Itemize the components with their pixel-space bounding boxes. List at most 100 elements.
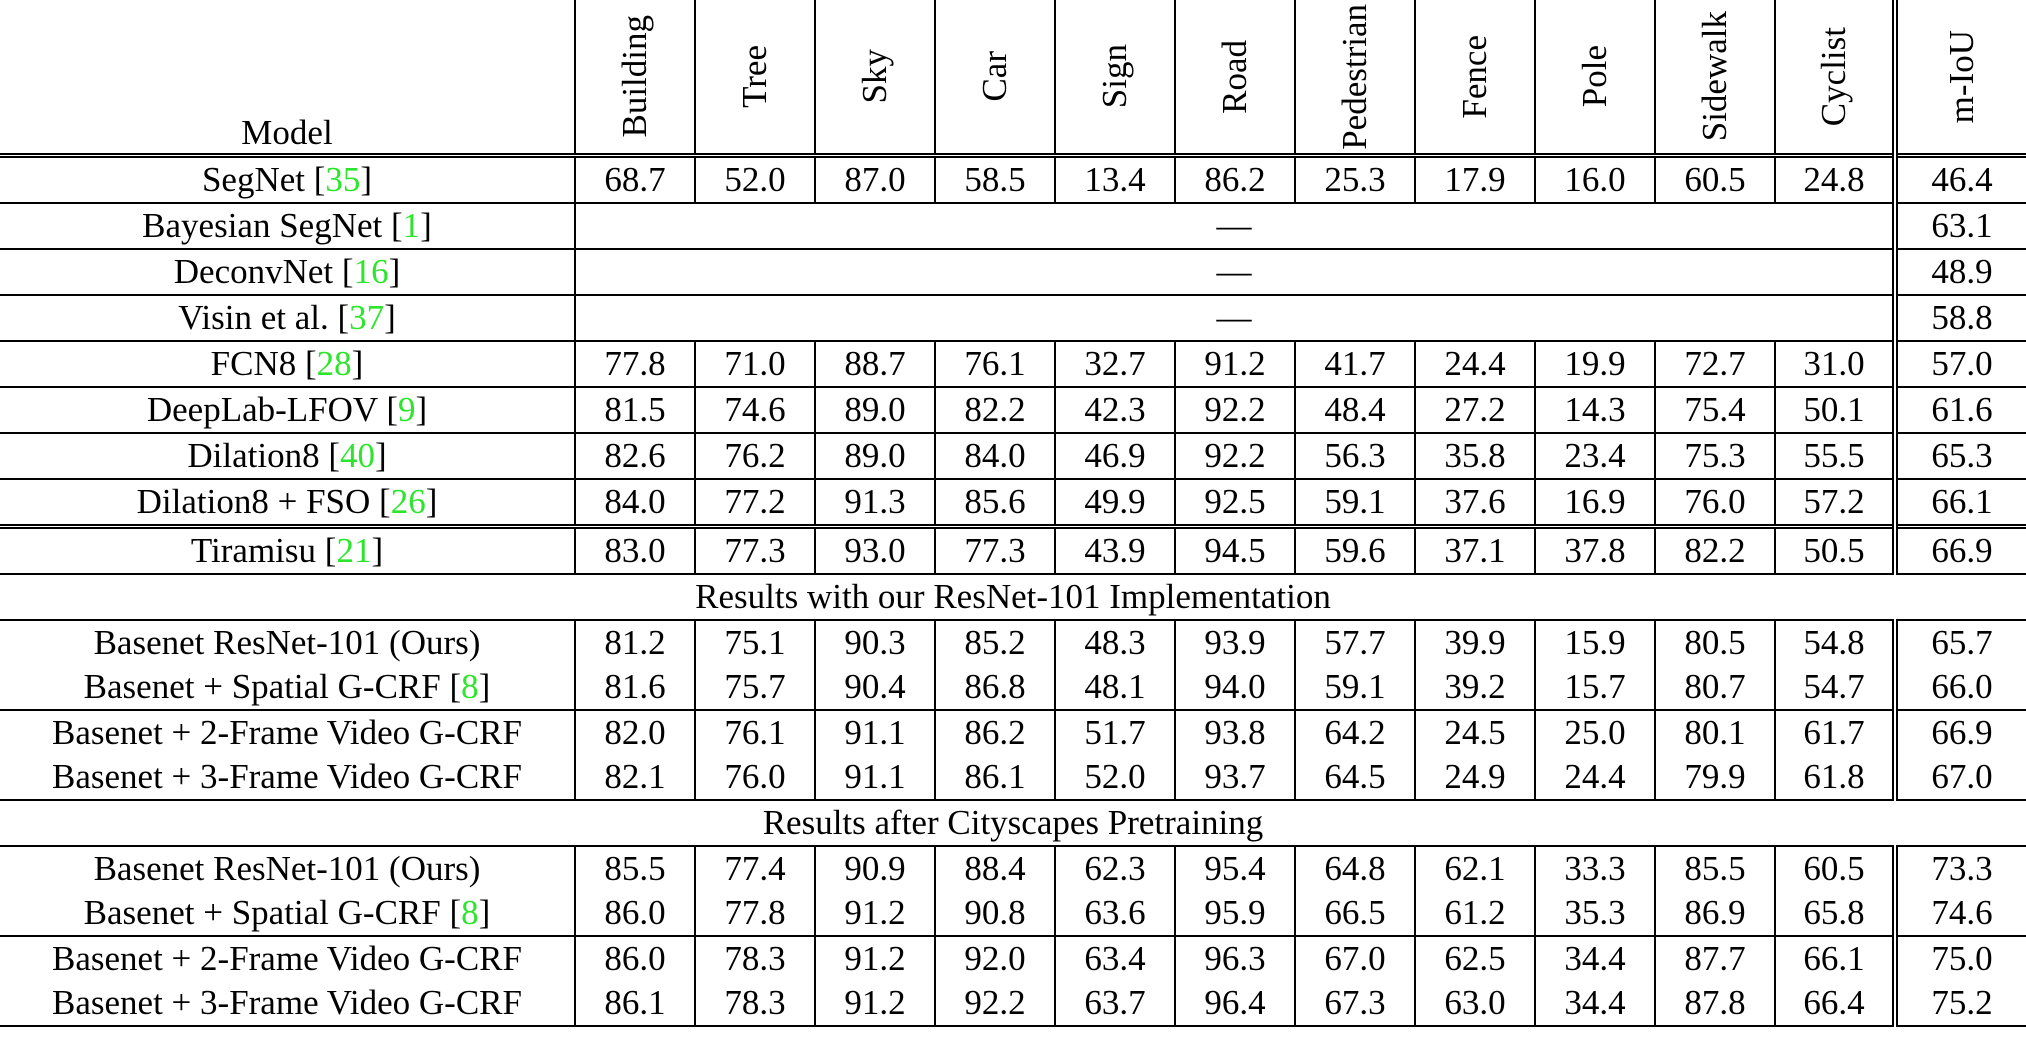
value-cell: 90.4: [814, 665, 935, 710]
model-name: Basenet + Spatial G-CRF: [83, 667, 441, 706]
model-name-cell: Basenet ResNet-101 (Ours): [0, 845, 575, 891]
model-name: SegNet: [201, 160, 305, 199]
citation-link[interactable]: 9: [397, 390, 416, 429]
value-cell: 90.3: [814, 619, 935, 665]
value-cell: 86.1: [574, 981, 695, 1027]
value-cell: 66.4: [1774, 981, 1895, 1027]
column-header-pole: Pole: [1534, 0, 1655, 158]
value-cell: 87.8: [1654, 981, 1775, 1027]
value-cell: 35.8: [1414, 432, 1535, 479]
value-cell: 41.7: [1294, 340, 1415, 387]
value-cell: 78.3: [694, 981, 815, 1027]
citation-link[interactable]: 35: [325, 160, 361, 199]
model-name-cell: Basenet + 2-Frame Video G-CRF: [0, 935, 575, 981]
citation-link[interactable]: 28: [316, 344, 352, 383]
value-cell: 82.1: [574, 755, 695, 800]
table-row: Basenet + 3-Frame Video G-CRF 86.1 78.3 91.…: [0, 981, 2026, 1027]
model-name: Basenet + 3-Frame Video G-CRF: [52, 983, 522, 1022]
value-cell: 75.7: [694, 665, 815, 710]
miou-cell: 75.0: [1892, 935, 2026, 981]
value-cell: 48.1: [1054, 665, 1175, 710]
value-cell: 66.5: [1294, 891, 1415, 936]
value-cell: 61.8: [1774, 755, 1895, 800]
value-cell: 92.2: [1174, 386, 1295, 433]
table-row: Dilation8 + FSO [26] 84.0 77.2 91.3 85.6 49.9…: [0, 478, 2026, 527]
value-cell: 17.9: [1414, 155, 1535, 203]
value-cell: 91.2: [814, 981, 935, 1027]
no-class-results-cell: —: [574, 202, 1895, 249]
table-row: Basenet + Spatial G-CRF [8] 86.0 77.8 91.2 9…: [0, 891, 2026, 936]
value-cell: 57.2: [1774, 478, 1895, 527]
citation-link[interactable]: 16: [353, 252, 389, 291]
citation-link[interactable]: 21: [336, 531, 372, 570]
value-cell: 60.5: [1654, 155, 1775, 203]
value-cell: 64.5: [1294, 755, 1415, 800]
value-cell: 31.0: [1774, 340, 1895, 387]
model-name-cell: FCN8 [28]: [0, 340, 575, 387]
value-cell: 89.0: [814, 432, 935, 479]
value-cell: 24.4: [1534, 755, 1655, 800]
value-cell: 92.0: [934, 935, 1055, 981]
value-cell: 79.9: [1654, 755, 1775, 800]
model-name-cell: Basenet + Spatial G-CRF [8]: [83, 893, 491, 932]
model-name: Bayesian SegNet: [142, 206, 383, 245]
value-cell: 16.9: [1534, 478, 1655, 527]
value-cell: 86.0: [574, 891, 695, 936]
value-cell: 87.7: [1654, 935, 1775, 981]
value-cell: 77.8: [574, 340, 695, 387]
model-name: Visin et al.: [178, 298, 329, 337]
citation-link[interactable]: 1: [402, 206, 421, 245]
value-cell: 64.8: [1294, 845, 1415, 891]
value-cell: 55.5: [1774, 432, 1895, 479]
value-cell: 92.2: [1174, 432, 1295, 479]
value-cell: 86.0: [574, 935, 695, 981]
model-name: Dilation8 + FSO: [136, 482, 371, 521]
value-cell: 50.5: [1774, 524, 1895, 574]
value-cell: 56.3: [1294, 432, 1415, 479]
value-cell: 62.3: [1054, 845, 1175, 891]
value-cell: 75.4: [1654, 386, 1775, 433]
model-column-header: Model: [0, 0, 575, 158]
value-cell: 24.8: [1774, 155, 1895, 203]
value-cell: 91.1: [814, 709, 935, 755]
value-cell: 59.1: [1294, 478, 1415, 527]
citation-link[interactable]: 8: [461, 893, 479, 932]
value-cell: 77.2: [694, 478, 815, 527]
table-row: Basenet + Spatial G-CRF [8] 81.6 75.7 90.4 8…: [0, 665, 2026, 710]
value-cell: 84.0: [574, 478, 695, 527]
miou-cell: 74.6: [1892, 891, 2026, 936]
citation-link[interactable]: 37: [349, 298, 385, 337]
model-name: DeepLab-LFOV: [146, 390, 378, 429]
miou-cell: 66.0: [1892, 665, 2026, 710]
value-cell: 71.0: [694, 340, 815, 387]
column-header-sidewalk: Sidewalk: [1654, 0, 1775, 158]
value-cell: 72.7: [1654, 340, 1775, 387]
value-cell: 88.7: [814, 340, 935, 387]
model-name-cell: Visin et al. [37]: [0, 294, 575, 341]
value-cell: 88.4: [934, 845, 1055, 891]
table-row: DeepLab-LFOV [9] 81.5 74.6 89.0 82.2 42.3 92.2…: [0, 386, 2026, 433]
miou-cell: 65.3: [1892, 432, 2026, 479]
value-cell: 80.5: [1654, 619, 1775, 665]
value-cell: 48.4: [1294, 386, 1415, 433]
model-name-cell: Bayesian SegNet [1]: [0, 202, 575, 249]
value-cell: 85.2: [934, 619, 1055, 665]
model-name-cell: DeepLab-LFOV [9]: [0, 386, 575, 433]
value-cell: 77.3: [694, 524, 815, 574]
value-cell: 96.4: [1174, 981, 1295, 1027]
value-cell: 63.4: [1054, 935, 1175, 981]
column-header-sign: Sign: [1054, 0, 1175, 158]
table-row: Basenet + 2-Frame Video G-CRF 86.0 78.3 91.…: [0, 935, 2026, 981]
table-row: Bayesian SegNet [1] —63.1: [0, 202, 2026, 249]
table-row: Basenet ResNet-101 (Ours) 85.5 77.4 90.9 88.…: [0, 845, 2026, 891]
value-cell: 93.7: [1174, 755, 1295, 800]
citation-link[interactable]: 26: [390, 482, 426, 521]
citation-link[interactable]: 40: [339, 436, 375, 475]
value-cell: 95.9: [1174, 891, 1295, 936]
citation-link[interactable]: 8: [461, 667, 479, 706]
value-cell: 46.9: [1054, 432, 1175, 479]
value-cell: 76.0: [694, 755, 815, 800]
value-cell: 61.7: [1774, 709, 1895, 755]
value-cell: 86.8: [934, 665, 1055, 710]
value-cell: 81.5: [574, 386, 695, 433]
